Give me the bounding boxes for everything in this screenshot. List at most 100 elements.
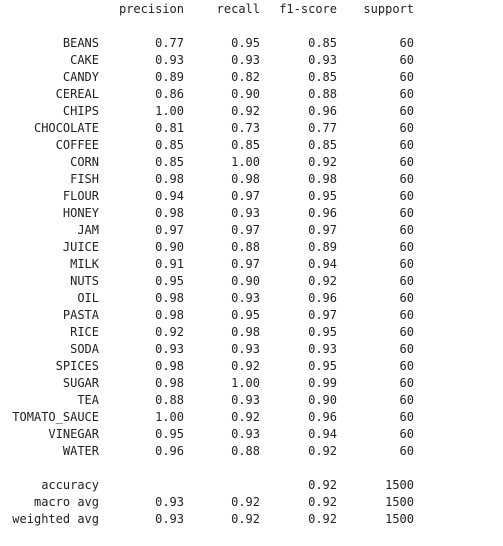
recall-value: 0.93 [231, 427, 260, 441]
f1-score-value: 0.90 [308, 393, 337, 407]
recall-value: 0.93 [231, 342, 260, 356]
recall-value: 0.93 [231, 206, 260, 220]
row-label: RICE [70, 325, 99, 339]
f1-score-value: 0.94 [308, 257, 337, 271]
row-label: BEANS [62, 36, 99, 50]
precision-value: 0.93 [155, 512, 184, 526]
row-label: CHIPS [62, 104, 99, 118]
recall-value: 0.90 [231, 87, 260, 101]
f1-score-value: 0.92 [308, 512, 337, 526]
precision-value: 1.00 [155, 104, 184, 118]
row-label: MILK [70, 257, 99, 271]
f1-score-value: 0.92 [308, 274, 337, 288]
row-label: FLOUR [62, 189, 99, 203]
precision-value: 0.96 [155, 444, 184, 458]
precision-value: 0.85 [155, 155, 184, 169]
f1-score-value: 0.89 [308, 240, 337, 254]
row-label: CAKE [70, 53, 99, 67]
row-label: CEREAL [55, 87, 99, 101]
support-value: 60 [399, 87, 414, 101]
precision-value: 0.89 [155, 70, 184, 84]
support-value: 60 [399, 410, 414, 424]
support-value: 60 [399, 189, 414, 203]
f1-score-value: 0.96 [308, 104, 337, 118]
support-value: 60 [399, 138, 414, 152]
precision-value: 0.90 [155, 240, 184, 254]
row-label: CANDY [62, 70, 99, 84]
f1-score-value: 0.85 [308, 36, 337, 50]
f1-score-value: 0.97 [308, 308, 337, 322]
row-label: SODA [70, 342, 99, 356]
support-value: 60 [399, 359, 414, 373]
recall-value: 0.88 [231, 240, 260, 254]
support-value: 1500 [385, 512, 414, 526]
header-row: precision recall f1-score support [0, 1, 414, 18]
f1-score-value: 0.92 [308, 155, 337, 169]
support-value: 60 [399, 172, 414, 186]
row-label: HONEY [62, 206, 99, 220]
support-value: 60 [399, 376, 414, 390]
precision-value: 0.88 [155, 393, 184, 407]
precision-value: 0.95 [155, 274, 184, 288]
recall-value: 0.73 [231, 121, 260, 135]
recall-value: 0.97 [231, 223, 260, 237]
support-value: 60 [399, 104, 414, 118]
header-f1-score: f1-score [279, 2, 337, 16]
support-value: 60 [399, 36, 414, 50]
support-value: 60 [399, 308, 414, 322]
precision-value: 0.91 [155, 257, 184, 271]
row-label: weighted avg [12, 512, 99, 526]
row-label: OIL [77, 291, 99, 305]
row-label: TEA [77, 393, 99, 407]
row-label: COFFEE [55, 138, 99, 152]
row-label: PASTA [62, 308, 99, 322]
recall-value: 0.92 [231, 410, 260, 424]
f1-score-value: 0.96 [308, 206, 337, 220]
support-value: 60 [399, 223, 414, 237]
row-label: NUTS [70, 274, 99, 288]
f1-score-value: 0.95 [308, 325, 337, 339]
support-value: 60 [399, 121, 414, 135]
support-value: 60 [399, 342, 414, 356]
support-value: 60 [399, 444, 414, 458]
row-label: TOMATO_SAUCE [12, 410, 99, 424]
row-label: CORN [70, 155, 99, 169]
precision-value: 0.98 [155, 206, 184, 220]
header-recall: recall [216, 2, 260, 16]
precision-value: 0.98 [155, 359, 184, 373]
support-value: 1500 [385, 495, 414, 509]
recall-value: 0.92 [231, 104, 260, 118]
precision-value: 0.86 [155, 87, 184, 101]
row-label: SPICES [55, 359, 99, 373]
f1-score-value: 0.93 [308, 53, 337, 67]
f1-score-value: 0.99 [308, 376, 337, 390]
recall-value: 0.90 [231, 274, 260, 288]
f1-score-value: 0.97 [308, 223, 337, 237]
f1-score-value: 0.85 [308, 138, 337, 152]
f1-score-value: 0.92 [308, 495, 337, 509]
support-value: 60 [399, 155, 414, 169]
recall-value: 1.00 [231, 155, 260, 169]
support-value: 60 [399, 257, 414, 271]
row-label: macro avg [33, 495, 99, 509]
f1-score-value: 0.93 [308, 342, 337, 356]
recall-value: 0.93 [231, 291, 260, 305]
f1-score-value: 0.94 [308, 427, 337, 441]
recall-value: 0.92 [231, 512, 260, 526]
row-label: accuracy [41, 478, 99, 492]
precision-value: 0.97 [155, 223, 184, 237]
support-value: 60 [399, 240, 414, 254]
row-label: WATER [62, 444, 99, 458]
precision-value: 0.77 [155, 36, 184, 50]
support-value: 60 [399, 427, 414, 441]
precision-value: 0.93 [155, 495, 184, 509]
recall-value: 0.85 [231, 138, 260, 152]
f1-score-value: 0.98 [308, 172, 337, 186]
row-label: CHOCOLATE [33, 121, 99, 135]
support-value: 1500 [385, 478, 414, 492]
f1-score-value: 0.95 [308, 189, 337, 203]
precision-value: 0.93 [155, 342, 184, 356]
header-support: support [363, 2, 414, 16]
support-value: 60 [399, 206, 414, 220]
